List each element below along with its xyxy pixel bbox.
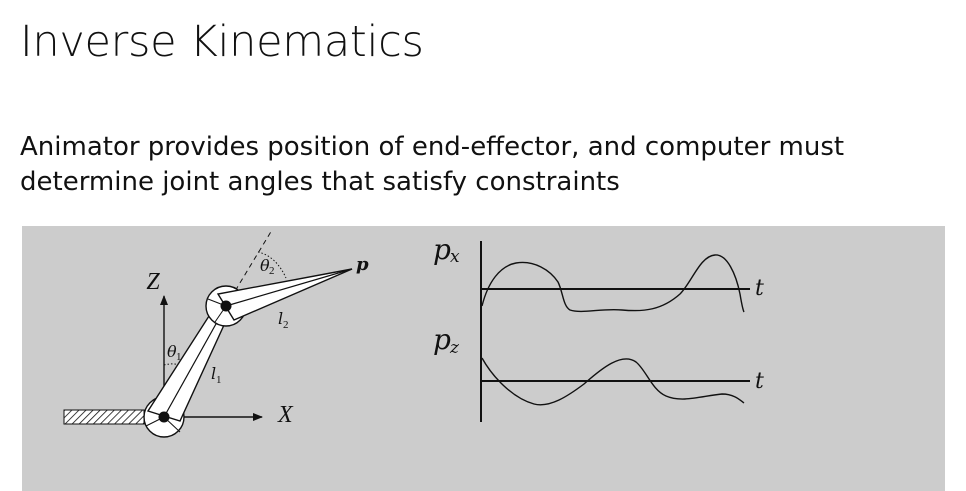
link-2-centerline: [225, 268, 353, 307]
px-label: p: [433, 233, 451, 266]
axis-x-label: X: [277, 402, 294, 428]
theta1-subscript: 1: [176, 351, 182, 363]
slide-body-text: Animator provides position of end-effect…: [20, 130, 920, 200]
link-2: [216, 268, 353, 321]
ik-figure: Z X θ 1 θ 2 l 1 l 2 p p x p: [63, 229, 764, 438]
theta2-label: θ: [260, 256, 270, 275]
t-label-top: t: [755, 276, 764, 301]
end-effector-label: p: [356, 254, 369, 275]
figure-panel: Z X θ 1 θ 2 l 1 l 2 p p x p: [22, 226, 945, 491]
body-line-1: Animator provides position of end-effect…: [20, 132, 845, 162]
theta2-arc: [257, 251, 287, 279]
l2-subscript: 2: [283, 319, 289, 331]
pz-label: p: [433, 323, 451, 356]
l1-label: l: [211, 364, 216, 383]
pz-curve: [481, 357, 745, 406]
theta1-label: θ: [167, 342, 177, 361]
t-label-bottom: t: [755, 369, 764, 394]
ground-hatch: [63, 409, 145, 425]
base-joint-dot: [158, 411, 170, 423]
robot-arm-diagram: Z X θ 1 θ 2 l 1 l 2 p: [63, 229, 369, 438]
px-subscript: x: [450, 247, 460, 267]
axis-z-label: Z: [146, 269, 160, 295]
l1-subscript: 1: [216, 374, 222, 386]
theta2-subscript: 2: [269, 265, 275, 277]
px-curve: [481, 254, 745, 313]
slide-title: Inverse Kinematics: [20, 17, 424, 67]
elbow-joint-dot: [220, 300, 232, 312]
theta2-reference: [225, 229, 273, 307]
trajectory-plots: p x p z t t: [433, 233, 764, 422]
l2-label: l: [278, 309, 283, 328]
pz-subscript: z: [449, 338, 460, 358]
body-line-2: determine joint angles that satisfy cons…: [20, 167, 620, 197]
link-1-centerline: [163, 305, 227, 418]
